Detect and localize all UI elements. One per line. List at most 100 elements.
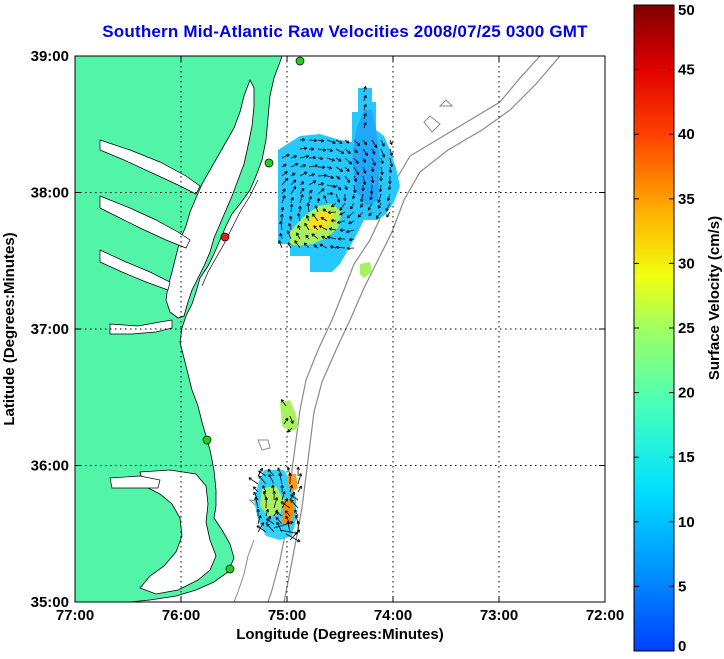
velocity-arrow-head	[256, 508, 259, 512]
velocity-arrow-head	[350, 207, 354, 210]
velocity-arrow-head	[365, 122, 367, 126]
velocity-arrow-head	[258, 475, 262, 478]
chesapeake-bay	[165, 79, 255, 319]
velocity-arrow-head	[357, 214, 360, 218]
velocity-arrow	[306, 215, 310, 222]
velocity-arrow-head	[365, 86, 367, 90]
velocity-arrow	[386, 211, 391, 218]
velocity-arrow	[363, 122, 367, 129]
velocity-arrow-head	[368, 208, 372, 211]
velocity-arrow-head	[330, 193, 334, 196]
velocity-arrow-head	[290, 499, 292, 503]
x-axis-ticks: 77:00 76:00 75:00 74:00 73:00 72:00	[56, 56, 624, 624]
velocity-arrow-head	[351, 195, 354, 200]
velocity-arrow	[335, 139, 343, 144]
pamlico-sound	[139, 469, 217, 595]
velocity-arrow-head	[387, 186, 390, 191]
velocity-arrow-head	[281, 484, 284, 488]
velocity-arrow-head	[379, 189, 383, 193]
velocity-arrow	[275, 516, 283, 525]
velocity-arrow-head	[297, 520, 301, 524]
velocity-arrow	[329, 228, 337, 231]
velocity-arrow	[294, 509, 299, 517]
velocity-arrow	[363, 86, 367, 93]
velocity-arrow-head	[363, 112, 367, 116]
velocity-arrow	[327, 236, 337, 240]
velocity-arrow-head	[260, 515, 262, 519]
velocity-arrow	[255, 497, 259, 509]
velocity-arrow-head	[378, 206, 382, 209]
velocity-arrow-head	[312, 173, 315, 177]
velocity-arrow-head	[265, 508, 269, 512]
velocity-arrow	[350, 202, 355, 210]
velocity-arrow-head	[287, 429, 289, 433]
velocity-arrow-head	[296, 466, 299, 470]
velocity-arrow-head	[313, 225, 317, 227]
velocity-arrow	[289, 485, 293, 493]
velocity-arrow	[326, 175, 334, 179]
velocity-arrow-head	[289, 484, 293, 488]
velocity-arrow-head	[280, 232, 283, 236]
velocity-arrow-head	[282, 206, 285, 211]
velocity-arrow-head	[337, 237, 341, 240]
velocity-arrow-head	[372, 180, 375, 184]
velocity-arrow	[371, 148, 376, 155]
velocity-arrow-head	[369, 191, 372, 195]
velocity-arrow-head	[329, 246, 333, 249]
velocity-arrow-head	[288, 472, 291, 476]
velocity-arrow-head	[296, 232, 300, 235]
velocity-arrow-head	[303, 146, 308, 149]
river-inlet	[99, 139, 201, 195]
radar-station-marker-active	[220, 232, 230, 242]
velocity-arrow	[273, 521, 294, 529]
velocity-arrow	[353, 157, 359, 164]
velocity-arrow-head	[290, 494, 293, 498]
velocity-arrow	[297, 485, 302, 493]
velocity-arrow	[353, 139, 360, 146]
velocity-arrow-head	[294, 179, 297, 183]
velocity-arrow-head	[280, 484, 283, 488]
velocity-arrow-head	[388, 170, 391, 174]
velocity-arrow-head	[346, 248, 350, 251]
velocity-arrow-head	[291, 485, 293, 489]
y-tick-label: 38:00	[31, 185, 69, 202]
velocity-arrow-head	[288, 222, 292, 226]
velocity-arrow	[389, 148, 393, 156]
velocity-arrow-head	[348, 162, 352, 165]
velocity-arrow-head	[322, 149, 327, 152]
velocity-arrow-head	[310, 196, 312, 200]
velocity-arrow-head	[258, 470, 261, 474]
velocity-arrow-head	[290, 215, 293, 219]
velocity-arrow-head	[301, 187, 305, 190]
velocity-arrow-head	[348, 239, 353, 242]
velocity-arrow	[294, 240, 301, 249]
velocity-arrow-head	[306, 215, 310, 218]
velocity-arrow-head	[332, 158, 335, 161]
velocity-arrow-head	[298, 473, 302, 476]
velocity-arrow-head	[333, 184, 337, 188]
river-inlet	[99, 195, 191, 249]
velocity-arrow-head	[362, 160, 366, 163]
velocity-arrow	[262, 485, 267, 493]
velocity-arrow-head	[292, 197, 294, 201]
velocity-arrow	[339, 211, 346, 216]
velocity-arrow-head	[362, 188, 365, 192]
velocity-arrow-head	[280, 213, 283, 217]
velocity-arrow	[371, 175, 374, 183]
velocity-arrow	[281, 491, 285, 501]
velocity-arrow-head	[314, 164, 319, 166]
velocity-arrow	[318, 225, 328, 231]
velocity-arrow-head	[321, 183, 325, 186]
velocity-arrow-head	[338, 176, 341, 180]
velocity-arrow-head	[297, 213, 299, 217]
velocity-arrow-head	[337, 238, 341, 241]
velocity-arrow-head	[260, 522, 264, 525]
velocity-arrow	[326, 184, 336, 188]
velocity-arrow-head	[308, 195, 312, 199]
radar-station-marker	[295, 56, 305, 66]
velocity-arrow-head	[346, 170, 350, 172]
velocity-arrow-head	[303, 242, 306, 246]
y-tick-label: 35:00	[31, 594, 69, 611]
velocity-arrow	[273, 509, 278, 517]
velocity-arrow-head	[390, 170, 393, 174]
